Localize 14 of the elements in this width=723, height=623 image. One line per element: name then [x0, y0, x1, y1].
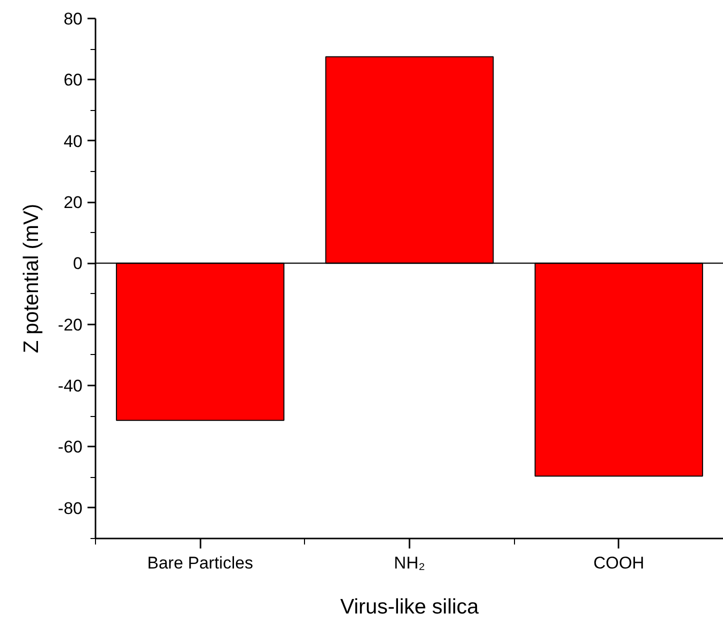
y-tick-label: 0: [73, 254, 83, 274]
y-tick-label: -20: [58, 315, 83, 334]
x-tick-label: NH₂: [394, 554, 426, 572]
x-axis-title: Virus-like silica: [340, 596, 480, 618]
y-tick-label: 60: [64, 70, 83, 90]
x-tick-label: COOH: [593, 554, 644, 572]
y-tick-label: -60: [58, 438, 83, 457]
y-axis-title: Z potential (mV): [20, 204, 43, 354]
y-tick-label: -80: [58, 498, 83, 518]
y-tick-label: 80: [64, 10, 83, 28]
x-tick-label: Bare Particles: [147, 554, 254, 572]
y-tick-label: -40: [58, 376, 83, 396]
y-tick-label: 40: [64, 132, 83, 151]
y-tick-label: 20: [64, 193, 83, 212]
